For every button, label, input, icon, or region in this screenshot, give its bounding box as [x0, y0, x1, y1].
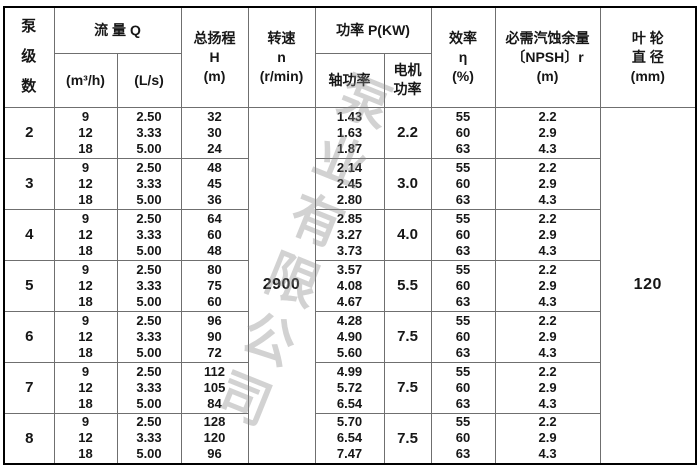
shaft-power-cell: 4.28 4.90 5.60 [314, 310, 385, 363]
table-body: 2 9 12 18 2.50 3.33 5.00 32 30 24 2900 1… [3, 106, 697, 465]
flow-m3h-cell: 9 12 18 [53, 208, 118, 261]
header-shaft-power: 轴功率 [314, 52, 385, 108]
motor-power-cell: 5.5 [383, 259, 432, 312]
head-cell: 64 60 48 [180, 208, 249, 261]
header-flow: 流 量 Q [53, 6, 182, 54]
motor-power-cell: 7.5 [383, 412, 432, 465]
motor-power-cell: 7.5 [383, 310, 432, 363]
pump-spec-table: 泵 级 数 流 量 Q 总扬程 H (m) 转速 n (r/min) 功率 P(… [3, 6, 698, 465]
header-npsh: 必需汽蚀余量 〔NPSH〕r (m) [494, 6, 601, 108]
table-header: 泵 级 数 流 量 Q 总扬程 H (m) 转速 n (r/min) 功率 P(… [3, 6, 697, 108]
header-row-2: (m³/h) (L/s) 轴功率 电机 功率 [4, 52, 696, 108]
npsh-cell: 2.2 2.9 4.3 [494, 412, 601, 465]
motor-power-cell: 3.0 [383, 157, 432, 210]
header-impeller: 叶 轮 直 径 (mm) [599, 6, 697, 108]
efficiency-cell: 55 60 63 [430, 361, 496, 414]
stage-cell: 2 [3, 106, 55, 159]
stage-cell: 5 [3, 259, 55, 312]
efficiency-cell: 55 60 63 [430, 412, 496, 465]
flow-m3h-cell: 9 12 18 [53, 310, 118, 363]
shaft-power-cell: 2.14 2.45 2.80 [314, 157, 385, 210]
head-cell: 96 90 72 [180, 310, 249, 363]
header-flow-m3h: (m³/h) [53, 52, 118, 108]
head-cell: 80 75 60 [180, 259, 249, 312]
flow-m3h-cell: 9 12 18 [53, 259, 118, 312]
npsh-cell: 2.2 2.9 4.3 [494, 361, 601, 414]
npsh-cell: 2.2 2.9 4.3 [494, 157, 601, 210]
table-row-stage-4: 4 9 12 18 2.50 3.33 5.00 64 60 48 2.85 3… [3, 208, 696, 261]
stage-cell: 6 [3, 310, 55, 363]
table-row-stage-3: 3 9 12 18 2.50 3.33 5.00 48 45 36 2.14 2… [3, 157, 696, 210]
table-row-stage-7: 7 9 12 18 2.50 3.33 5.00 112 105 84 4.99… [3, 361, 696, 414]
header-flow-ls: (L/s) [116, 52, 182, 108]
efficiency-cell: 55 60 63 [430, 259, 496, 312]
shaft-power-cell: 5.70 6.54 7.47 [314, 412, 385, 465]
stage-cell: 3 [3, 157, 55, 210]
flow-m3h-cell: 9 12 18 [53, 157, 118, 210]
table-row-stage-2: 2 9 12 18 2.50 3.33 5.00 32 30 24 2900 1… [3, 106, 697, 465]
flow-ls-cell: 2.50 3.33 5.00 [116, 208, 182, 261]
header-head: 总扬程 H (m) [180, 6, 249, 108]
impeller-value-cell: 120 [599, 106, 697, 465]
efficiency-cell: 55 60 63 [430, 157, 496, 210]
stage-cell: 7 [3, 361, 55, 414]
shaft-power-cell: 4.99 5.72 6.54 [314, 361, 385, 414]
header-row-1: 泵 级 数 流 量 Q 总扬程 H (m) 转速 n (r/min) 功率 P(… [3, 6, 697, 108]
header-speed: 转速 n (r/min) [247, 6, 316, 108]
npsh-cell: 2.2 2.9 4.3 [494, 310, 601, 363]
header-motor-power: 电机 功率 [383, 52, 432, 108]
header-efficiency: 效率 η (%) [430, 6, 496, 108]
flow-ls-cell: 2.50 3.33 5.00 [116, 361, 182, 414]
flow-m3h-cell: 9 12 18 [53, 106, 118, 159]
flow-ls-cell: 2.50 3.33 5.00 [116, 310, 182, 363]
motor-power-cell: 4.0 [383, 208, 432, 261]
flow-m3h-cell: 9 12 18 [53, 412, 118, 465]
head-cell: 32 30 24 [180, 106, 249, 159]
header-stage: 泵 级 数 [3, 6, 55, 108]
head-cell: 48 45 36 [180, 157, 249, 210]
efficiency-cell: 55 60 63 [430, 310, 496, 363]
head-cell: 112 105 84 [180, 361, 249, 414]
flow-m3h-cell: 9 12 18 [53, 361, 118, 414]
motor-power-cell: 7.5 [383, 361, 432, 414]
stage-cell: 4 [3, 208, 55, 261]
table-row-stage-5: 5 9 12 18 2.50 3.33 5.00 80 75 60 3.57 4… [3, 259, 696, 312]
speed-value-cell: 2900 [247, 106, 316, 465]
table-row-stage-6: 6 9 12 18 2.50 3.33 5.00 96 90 72 4.28 4… [3, 310, 696, 363]
head-cell: 128 120 96 [180, 412, 249, 465]
shaft-power-cell: 3.57 4.08 4.67 [314, 259, 385, 312]
flow-ls-cell: 2.50 3.33 5.00 [116, 259, 182, 312]
npsh-cell: 2.2 2.9 4.3 [494, 106, 601, 159]
efficiency-cell: 55 60 63 [430, 208, 496, 261]
shaft-power-cell: 1.43 1.63 1.87 [314, 106, 385, 159]
efficiency-cell: 55 60 63 [430, 106, 496, 159]
flow-ls-cell: 2.50 3.33 5.00 [116, 106, 182, 159]
header-power: 功率 P(KW) [314, 6, 432, 54]
flow-ls-cell: 2.50 3.33 5.00 [116, 412, 182, 465]
npsh-cell: 2.2 2.9 4.3 [494, 208, 601, 261]
npsh-cell: 2.2 2.9 4.3 [494, 259, 601, 312]
table-row-stage-8: 8 9 12 18 2.50 3.33 5.00 128 120 96 5.70… [3, 412, 696, 465]
motor-power-cell: 2.2 [383, 106, 432, 159]
stage-cell: 8 [3, 412, 55, 465]
shaft-power-cell: 2.85 3.27 3.73 [314, 208, 385, 261]
flow-ls-cell: 2.50 3.33 5.00 [116, 157, 182, 210]
